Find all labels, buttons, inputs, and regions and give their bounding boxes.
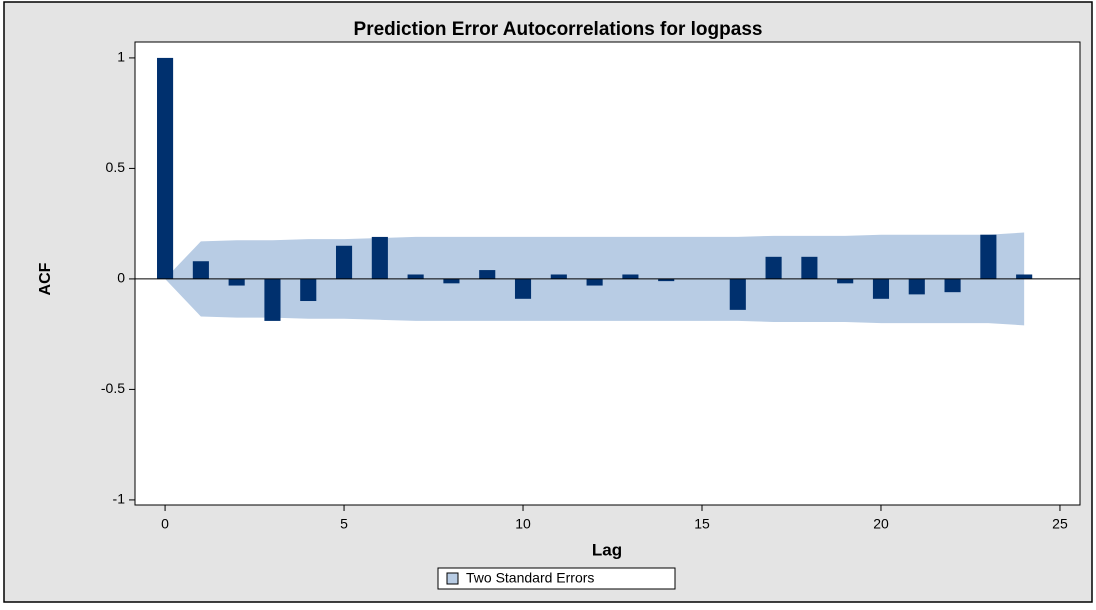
bar	[801, 256, 818, 279]
bar	[908, 278, 925, 295]
bar	[479, 270, 496, 279]
bar	[980, 234, 997, 279]
legend-swatch	[446, 572, 459, 585]
bar	[550, 274, 567, 279]
x-tick-label: 0	[161, 516, 169, 532]
x-tick-label: 15	[694, 516, 710, 532]
y-tick-label: 0	[117, 270, 125, 286]
bar	[765, 256, 782, 279]
bar	[192, 261, 209, 279]
bar	[157, 57, 174, 279]
x-tick-label: 5	[340, 516, 348, 532]
y-tick-label: -0.5	[101, 380, 125, 396]
x-axis-label: Lag	[592, 540, 622, 559]
bar	[335, 245, 353, 279]
bar	[407, 274, 424, 279]
x-tick-label: 25	[1052, 516, 1068, 532]
legend-label: Two Standard Errors	[466, 570, 594, 586]
x-tick-label: 10	[515, 516, 531, 532]
bar	[228, 278, 245, 286]
chart-title: Prediction Error Autocorrelations for lo…	[354, 19, 763, 40]
bar	[300, 278, 317, 302]
x-tick-label: 20	[873, 516, 889, 532]
bar	[944, 278, 961, 293]
bar	[514, 278, 532, 299]
bar	[622, 274, 639, 279]
y-tick-label: 0.5	[106, 159, 126, 175]
bar	[371, 236, 388, 279]
y-tick-label: 1	[117, 49, 125, 65]
bar	[264, 278, 281, 321]
bar	[1016, 274, 1033, 279]
bar	[443, 278, 460, 284]
bar	[837, 278, 854, 284]
legend	[437, 567, 676, 590]
bar	[658, 278, 675, 282]
bar	[729, 278, 746, 310]
bar	[586, 278, 603, 286]
bar	[872, 278, 890, 299]
y-tick-label: -1	[113, 491, 126, 507]
y-axis-label: ACF	[37, 262, 54, 295]
